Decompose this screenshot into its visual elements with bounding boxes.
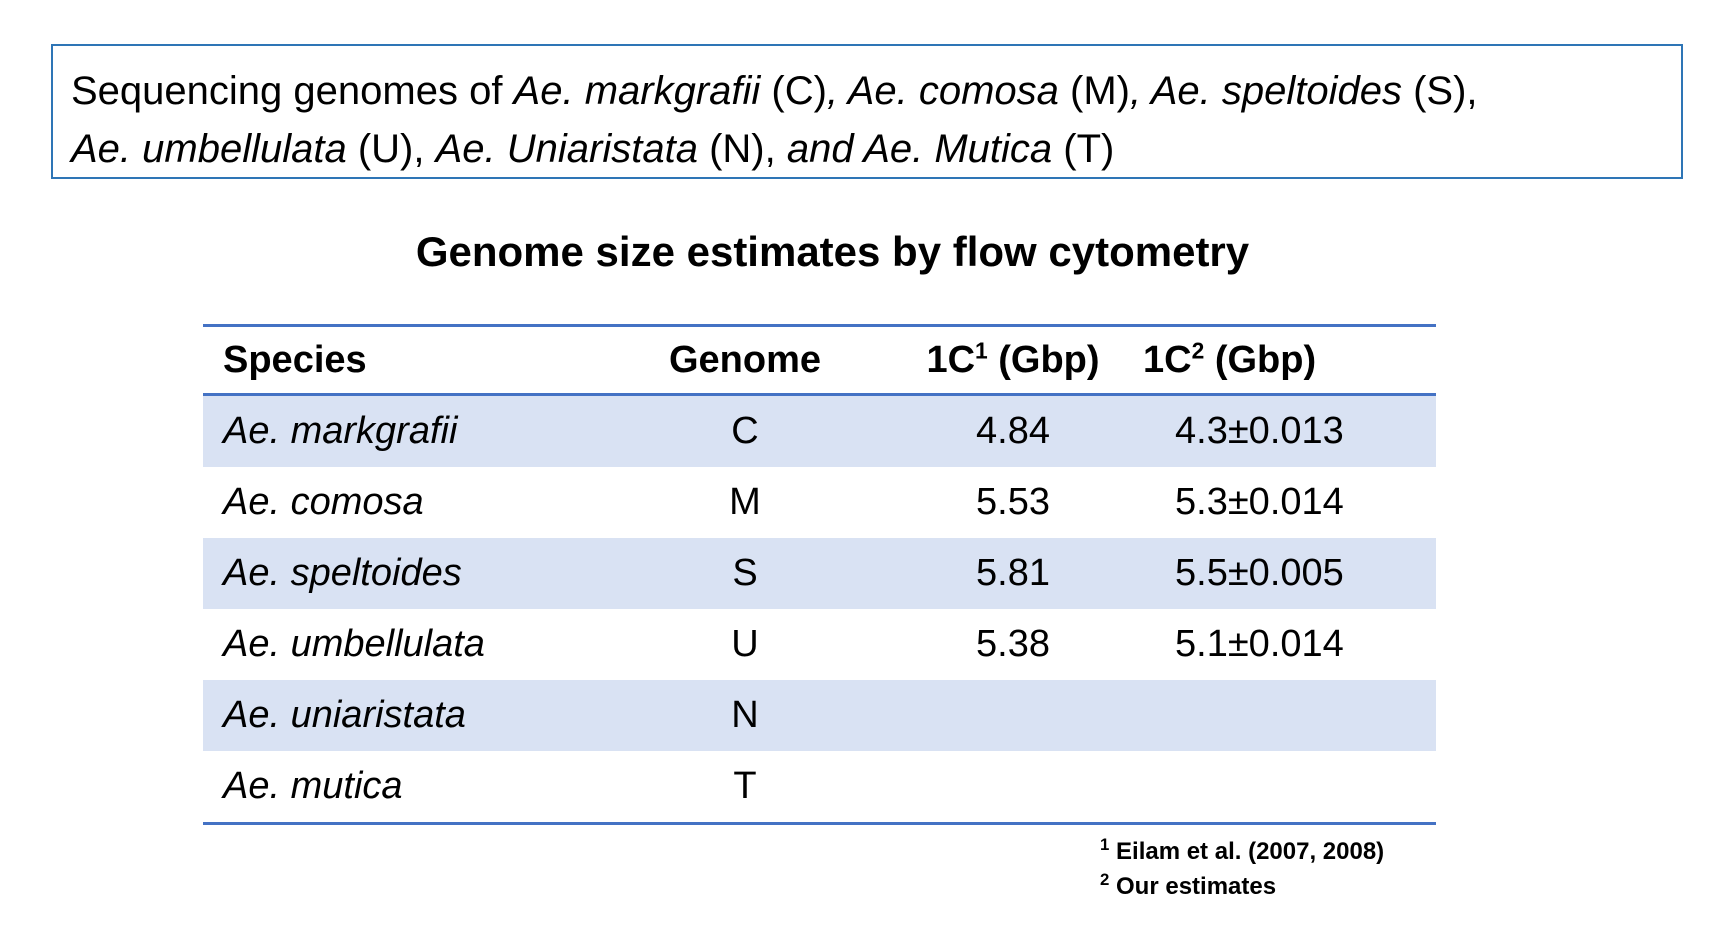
genome-size-table: Species Genome 1C1 (Gbp) 1C2 (Gbp) Ae. m…	[203, 324, 1436, 825]
cell-species: Ae. umbellulata	[223, 623, 485, 665]
intro-line-1-segment: (C)	[760, 69, 827, 113]
genome-size-table-wrap: Species Genome 1C1 (Gbp) 1C2 (Gbp) Ae. m…	[203, 324, 1436, 825]
cell-1c-2	[1143, 751, 1436, 824]
header-1c-1: 1C1 (Gbp)	[883, 326, 1143, 395]
header-1c-2-sup: 2	[1191, 336, 1205, 363]
cell-1c-1: 5.38	[976, 623, 1050, 665]
intro-line-1-segment: (S),	[1401, 69, 1478, 113]
cell-genome: C	[731, 410, 759, 452]
intro-line-1-segment: , Ae. comosa	[826, 69, 1059, 113]
header-1c-2: 1C2 (Gbp)	[1143, 326, 1436, 395]
table-row: Ae. uniaristata N	[203, 680, 1436, 751]
cell-species: Ae. speltoides	[223, 552, 462, 594]
cell-species: Ae. mutica	[223, 765, 403, 807]
intro-line-2-segment: (U),	[346, 127, 436, 171]
intro-line-1-segment: Sequencing genomes of	[71, 69, 514, 113]
footnote-1-text: Eilam et al. (2007, 2008)	[1109, 838, 1385, 865]
table-row: Ae. mutica T	[203, 751, 1436, 824]
footnote-1: 1 Eilam et al. (2007, 2008)	[1100, 834, 1384, 869]
intro-line-2-segment: (N),	[697, 127, 787, 171]
header-1c-2-unit: (Gbp)	[1204, 338, 1317, 381]
intro-line-2-segment: Ae. umbellulata	[71, 127, 347, 171]
footnote-2-text: Our estimates	[1109, 873, 1277, 900]
intro-line-2-segment: (T)	[1052, 127, 1115, 171]
intro-box: Sequencing genomes of Ae. markgrafii (C)…	[51, 44, 1683, 179]
header-1c-1-sup: 1	[975, 336, 988, 363]
header-1c-2-base: 1C	[1143, 338, 1192, 381]
cell-genome: U	[731, 623, 759, 665]
footnote-2-mark: 2	[1100, 870, 1110, 889]
cell-genome: T	[733, 765, 757, 807]
table-row: Ae. umbellulata U 5.38 5.1±0.014	[203, 609, 1436, 680]
cell-species: Ae. comosa	[223, 481, 424, 523]
cell-genome: N	[731, 694, 759, 736]
intro-line-2: Ae. umbellulata (U), Ae. Uniaristata (N)…	[71, 120, 1663, 178]
cell-1c-2: 5.1±0.014	[1175, 623, 1344, 665]
table-row: Ae. comosa M 5.53 5.3±0.014	[203, 467, 1436, 538]
cell-1c-1: 5.81	[976, 552, 1050, 594]
table-header-row: Species Genome 1C1 (Gbp) 1C2 (Gbp)	[203, 325, 1436, 395]
footnote-2: 2 Our estimates	[1100, 869, 1384, 904]
cell-species: Ae. uniaristata	[223, 694, 466, 736]
intro-line-1: Sequencing genomes of Ae. markgrafii (C)…	[71, 62, 1663, 120]
cell-1c-1	[883, 751, 1143, 824]
table-row: Ae. markgrafii C 4.84 4.3±0.013	[203, 394, 1436, 467]
intro-line-1-segment: , Ae. speltoides	[1129, 69, 1402, 113]
header-1c-1-unit: (Gbp)	[987, 338, 1100, 381]
intro-line-2-segment: and Ae. Mutica	[786, 127, 1053, 171]
cell-species: Ae. markgrafii	[223, 410, 458, 452]
cell-1c-1	[883, 680, 1143, 751]
cell-1c-2: 5.5±0.005	[1175, 552, 1344, 594]
table-row: Ae. speltoides S 5.81 5.5±0.005	[203, 538, 1436, 609]
footnote-1-mark: 1	[1100, 835, 1110, 854]
header-genome: Genome	[668, 338, 822, 381]
cell-1c-2: 5.3±0.014	[1175, 481, 1344, 523]
header-species: Species	[223, 338, 367, 381]
cell-1c-1: 4.84	[976, 410, 1050, 452]
cell-1c-1: 5.53	[976, 481, 1050, 523]
intro-line-1-segment: (M)	[1058, 69, 1130, 113]
cell-1c-2: 4.3±0.013	[1175, 410, 1344, 452]
intro-line-1-segment: Ae. markgrafii	[513, 69, 761, 113]
table-title: Genome size estimates by flow cytometry	[415, 228, 1250, 275]
cell-genome: S	[732, 552, 758, 594]
intro-line-2-segment: Ae. Uniaristata	[435, 127, 698, 171]
cell-genome: M	[729, 481, 761, 523]
cell-1c-2	[1143, 680, 1436, 751]
footnotes: 1 Eilam et al. (2007, 2008) 2 Our estima…	[1100, 834, 1384, 904]
header-1c-1-base: 1C	[926, 338, 976, 381]
